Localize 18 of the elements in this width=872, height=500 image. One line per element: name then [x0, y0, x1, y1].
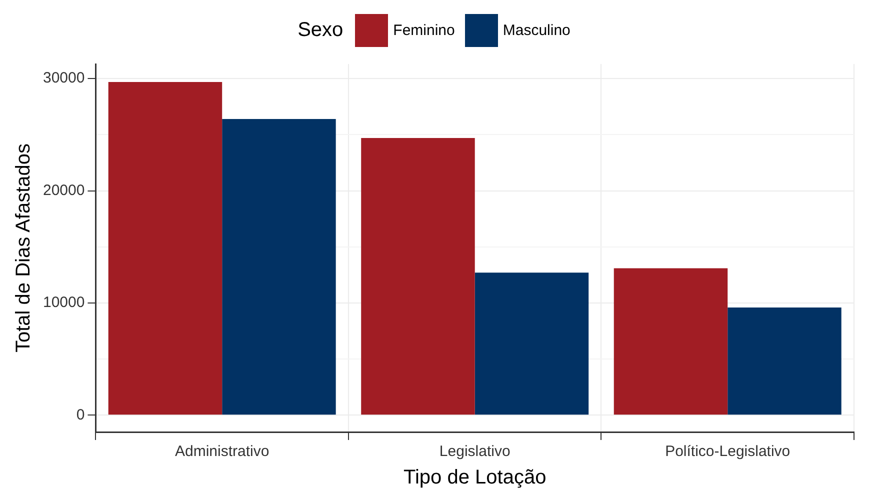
legend-label: Feminino [393, 22, 455, 38]
x-tick-label: Político-Legislativo [665, 443, 790, 460]
y-tick-label: 30000 [42, 70, 85, 87]
x-tick-label: Legislativo [439, 443, 510, 460]
y-tick-label: 0 [76, 406, 85, 424]
bar [728, 307, 842, 415]
y-tick-label: 10000 [42, 294, 85, 312]
y-axis-title: Total de Dias Afastados [12, 143, 35, 353]
legend-label: Masculino [502, 22, 570, 38]
x-axis-title: Tipo de Lotação [404, 466, 546, 489]
x-tick-label: Administrativo [174, 443, 270, 460]
bar [474, 272, 589, 415]
y-tick-label: 20000 [42, 182, 85, 199]
bar [614, 268, 728, 415]
legend-title: Sexo [298, 18, 344, 42]
bar [361, 138, 475, 415]
bar [222, 118, 336, 415]
bar [108, 82, 222, 415]
